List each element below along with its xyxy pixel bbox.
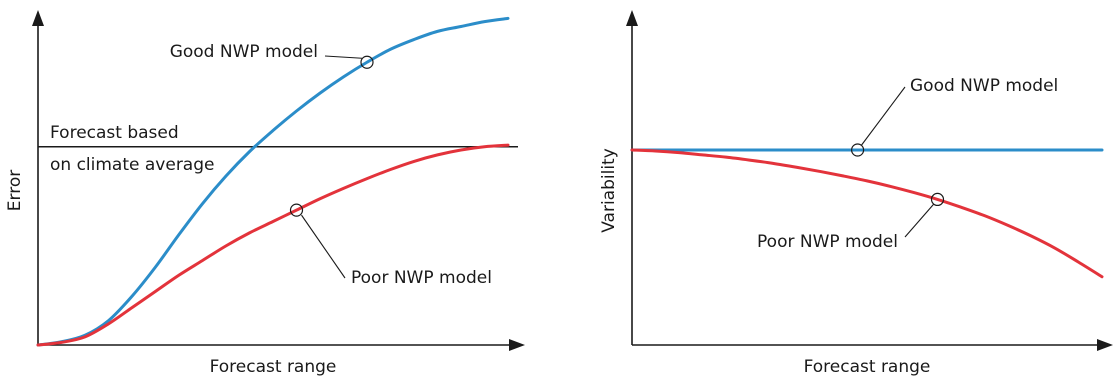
error-poor-nwp-leader xyxy=(301,214,346,279)
variability-good-nwp-label: Good NWP model xyxy=(910,76,1058,96)
variability-chart-x-axis-arrow xyxy=(1097,339,1113,351)
variability-chart-x-axis-label: Forecast range xyxy=(804,357,931,376)
variability-good-nwp-leader xyxy=(861,86,906,146)
error-chart-y-axis-label: Error xyxy=(5,170,25,211)
variability-chart-series xyxy=(630,143,1104,279)
error-good-nwp-line xyxy=(36,16,510,347)
error-good-nwp-marker xyxy=(360,55,374,69)
error-poor-nwp-line xyxy=(36,143,510,347)
error-poor-nwp-marker xyxy=(289,203,304,217)
variability-chart-axes: Forecast range Variability xyxy=(599,10,1113,376)
variability-poor-nwp-line xyxy=(630,148,1104,279)
variability-poor-nwp-leader xyxy=(904,204,934,238)
error-poor-nwp-label: Poor NWP model xyxy=(351,268,492,288)
variability-chart: Forecast range Variability Good NWP model… xyxy=(599,10,1113,376)
error-chart: Forecast range Error Forecast based on cli… xyxy=(5,10,525,376)
climate-average-label-line-1: Forecast based xyxy=(50,123,179,143)
variability-good-nwp-marker xyxy=(850,143,865,157)
variability-chart-y-axis-arrow xyxy=(626,10,638,26)
error-chart-y-axis-arrow xyxy=(32,10,44,26)
error-good-nwp-label: Good NWP model xyxy=(170,42,318,62)
error-good-nwp-leader xyxy=(324,55,363,59)
climate-average-reference: Forecast based on climate average xyxy=(38,123,518,175)
variability-poor-nwp-label: Poor NWP model xyxy=(757,232,898,252)
error-chart-axes: Forecast range Error xyxy=(5,10,525,376)
error-chart-labels: Good NWP model Poor NWP model xyxy=(170,42,492,288)
variability-chart-y-axis-label: Variability xyxy=(599,148,619,233)
variability-poor-nwp-marker xyxy=(930,192,945,206)
error-chart-x-axis-label: Forecast range xyxy=(210,357,337,376)
variability-chart-labels: Good NWP model Poor NWP model xyxy=(757,76,1058,252)
error-chart-series xyxy=(36,16,510,347)
climate-average-label-line-2: on climate average xyxy=(50,155,214,175)
error-chart-x-axis-arrow xyxy=(509,339,525,351)
